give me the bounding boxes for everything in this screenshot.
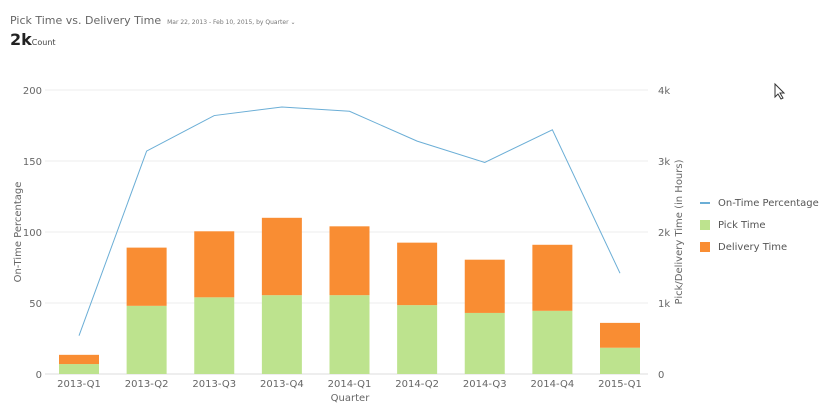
left-axis-label: On-Time Percentage [13, 182, 24, 283]
title-text: Pick Time vs. Delivery Time [10, 14, 162, 27]
delivery-time-bar [261, 217, 302, 296]
pick-time-bar [126, 305, 167, 374]
pick-time-bar [194, 297, 235, 374]
delivery-time-bar [194, 231, 235, 298]
line-swatch-icon [700, 202, 710, 204]
date-range-dropdown[interactable]: Mar 22, 2013 - Feb 10, 2015, by Quarter … [167, 19, 295, 26]
x-tick-label: 2013-Q3 [192, 379, 236, 390]
left-tick-label: 0 [36, 370, 42, 381]
pick-time-bar [261, 295, 302, 374]
x-tick-label: 2014-Q4 [531, 379, 575, 390]
delivery-time-bar [59, 354, 99, 365]
delivery-time-bar [600, 322, 640, 348]
color-swatch-icon [700, 242, 710, 252]
chevron-down-icon: ⌄ [290, 19, 296, 26]
delivery-time-bar [397, 242, 438, 306]
pick-time-bar [397, 305, 438, 374]
legend-item[interactable]: Delivery Time [700, 236, 819, 258]
chart-title: Pick Time vs. Delivery Time Mar 22, 2013 … [10, 14, 295, 27]
right-tick-label: 3k [658, 157, 670, 168]
date-range-text: Mar 22, 2013 - Feb 10, 2015, by Quarter [167, 19, 289, 26]
x-tick-label: 2013-Q2 [125, 379, 169, 390]
left-tick-label: 50 [29, 299, 42, 310]
left-tick-label: 100 [23, 228, 42, 239]
total-unit: Count [31, 38, 56, 47]
right-tick-label: 4k [658, 86, 670, 97]
legend-item[interactable]: On-Time Percentage [700, 192, 819, 214]
delivery-time-bar [126, 247, 167, 306]
x-tick-label: 2014-Q2 [395, 379, 439, 390]
pick-time-bar [329, 295, 370, 374]
delivery-time-bar [464, 259, 505, 313]
x-tick-label: 2013-Q4 [260, 379, 304, 390]
total-value: 2k [10, 30, 32, 49]
right-tick-label: 1k [658, 299, 670, 310]
left-tick-label: 150 [23, 157, 42, 168]
right-tick-label: 0 [658, 370, 664, 381]
color-swatch-icon [700, 220, 710, 230]
pick-time-bar [532, 310, 573, 374]
legend-label: On-Time Percentage [718, 197, 819, 209]
x-tick-label: 2013-Q1 [57, 379, 101, 390]
x-tick-label: 2015-Q1 [598, 379, 642, 390]
total-count: 2kCount [10, 30, 56, 49]
x-tick-label: 2014-Q1 [328, 379, 372, 390]
legend-label: Pick Time [718, 219, 766, 231]
legend-item[interactable]: Pick Time [700, 214, 819, 236]
right-axis-label: Pick/Delivery Time (in Hours) [674, 159, 685, 304]
x-tick-label: 2014-Q3 [463, 379, 507, 390]
pick-time-bar [59, 364, 99, 374]
pick-time-bar [464, 312, 505, 374]
right-tick-label: 2k [658, 228, 670, 239]
delivery-time-bar [532, 244, 573, 311]
left-tick-label: 200 [23, 86, 42, 97]
on-time-percentage-line [78, 106, 621, 336]
legend: On-Time Percentage Pick Time Delivery Time [700, 192, 819, 258]
pick-time-bar [600, 347, 640, 374]
x-axis-label: Quarter [331, 393, 371, 404]
legend-label: Delivery Time [718, 241, 788, 253]
delivery-time-bar [329, 226, 370, 296]
